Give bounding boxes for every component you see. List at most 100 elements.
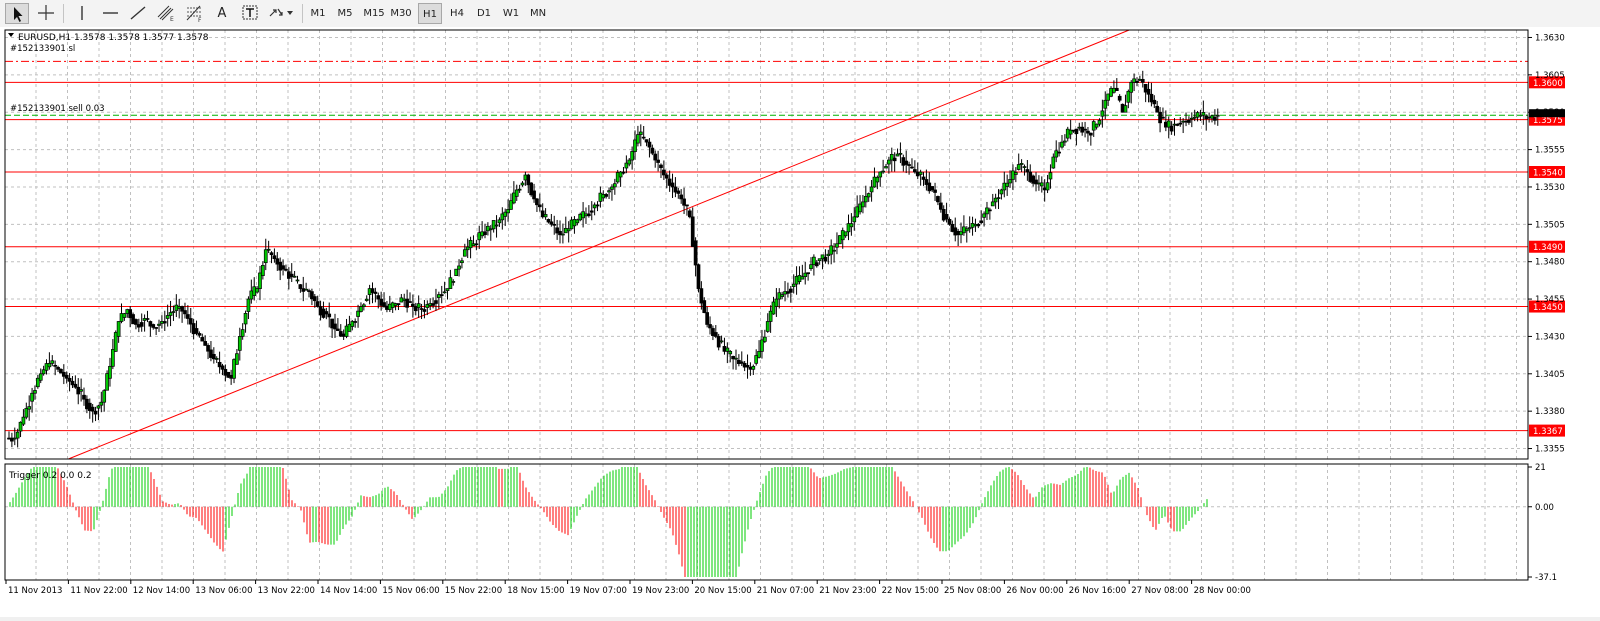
candle-bear xyxy=(641,136,646,139)
candle-bull xyxy=(1068,129,1073,135)
candle-bull xyxy=(607,190,611,193)
candle-bear xyxy=(587,213,591,217)
candle-bear xyxy=(659,164,663,169)
candle-bear xyxy=(526,174,531,186)
timeframe-mn-button[interactable]: MN xyxy=(529,8,547,19)
candle-bear xyxy=(1155,105,1160,113)
candle-bear xyxy=(284,268,288,271)
candle-bear xyxy=(621,171,626,174)
timeframe-m30-button[interactable]: M30 xyxy=(390,8,412,19)
candle-bull xyxy=(448,277,453,289)
candle-bear xyxy=(10,437,14,442)
candle-bear xyxy=(307,290,311,292)
candle-bull xyxy=(959,231,963,236)
candle-bull xyxy=(108,365,112,379)
candle-bull xyxy=(852,216,857,223)
candle-bear xyxy=(145,318,150,320)
candle-bear xyxy=(976,223,981,227)
candle-bear xyxy=(823,256,828,262)
candle-bull xyxy=(869,186,874,193)
candle-bear xyxy=(702,300,707,314)
candle-bull xyxy=(235,353,239,365)
candle-bear xyxy=(376,295,381,300)
candle-bear xyxy=(988,209,992,212)
candle-bear xyxy=(731,356,735,360)
candle-bull xyxy=(361,304,366,307)
candle-bull xyxy=(237,336,242,351)
timeframe-d1-button[interactable]: D1 xyxy=(476,8,492,19)
chart-window[interactable]: 1.3600 1.3575 1.3540 1.3490 1.3450 1.3367 1.3… xyxy=(0,27,1600,617)
text-tool[interactable]: A xyxy=(210,3,234,24)
candle-bull xyxy=(1132,78,1136,83)
price-level-label: 1.3367 xyxy=(1533,427,1563,437)
vertical-line-icon xyxy=(81,6,83,20)
candle-bull xyxy=(1019,163,1024,165)
trendline-tool[interactable] xyxy=(126,3,150,24)
channel-icon: E xyxy=(157,5,174,23)
candle-bear xyxy=(220,365,225,370)
candle-bull xyxy=(445,288,450,291)
time-tick-label: 19 Nov 07:00 xyxy=(570,586,627,596)
candle-bear xyxy=(226,371,231,378)
candle-bull xyxy=(171,311,176,313)
candle-bear xyxy=(67,377,72,382)
candle-bull xyxy=(261,265,265,276)
candle-bull xyxy=(1060,141,1064,148)
time-tick-label: 19 Nov 23:00 xyxy=(632,586,689,596)
svg-text:F: F xyxy=(198,17,202,22)
candle-bear xyxy=(315,301,320,307)
timeframe-h1-button[interactable]: H1 xyxy=(418,3,442,24)
candle-bear xyxy=(979,220,984,224)
equidistant-channel-tool[interactable]: E xyxy=(154,3,178,24)
horizontal-line-tool[interactable] xyxy=(98,3,122,24)
candle-bull xyxy=(887,159,891,165)
candle-bull xyxy=(861,201,865,208)
candle-bull xyxy=(1192,116,1197,119)
time-tick-label: 11 Nov 22:00 xyxy=(70,586,127,596)
timeframe-w1-button[interactable]: W1 xyxy=(502,8,520,19)
candle-bear xyxy=(188,318,193,325)
timeframe-m1-button[interactable]: M1 xyxy=(310,8,326,19)
candle-bull xyxy=(881,170,885,173)
candle-bull xyxy=(809,264,813,270)
candle-bear xyxy=(693,240,698,266)
candle-bull xyxy=(765,321,770,332)
fibonacci-tool[interactable]: F xyxy=(182,3,206,24)
candle-bear xyxy=(1114,87,1119,92)
candle-bear xyxy=(70,380,75,386)
candle-bear xyxy=(59,368,63,374)
toolbar: E F A M1 M5 M15 M30 H1 H4 D1 W1 MN xyxy=(0,0,1600,28)
candle-bull xyxy=(1005,182,1010,187)
price-chart[interactable]: 1.3600 1.3575 1.3540 1.3490 1.3450 1.3367 1.3… xyxy=(0,27,1600,617)
cursor-tool[interactable] xyxy=(5,3,29,24)
candle-bull xyxy=(350,321,355,327)
candle-bull xyxy=(246,298,251,312)
timeframe-h4-button[interactable]: H4 xyxy=(450,8,464,19)
candle-bear xyxy=(930,186,935,191)
candle-bull xyxy=(843,231,848,237)
candle-bear xyxy=(53,364,58,367)
candle-bull xyxy=(255,288,259,293)
candle-bear xyxy=(1146,88,1151,95)
candle-bull xyxy=(263,249,268,264)
price-tick-label: 1.3455 xyxy=(1535,295,1565,305)
timeframe-m15-button[interactable]: M15 xyxy=(363,8,385,19)
time-tick-label: 12 Nov 14:00 xyxy=(133,586,190,596)
candle-bull xyxy=(457,265,461,270)
candle-bull xyxy=(610,186,614,190)
candle-bull xyxy=(116,321,121,337)
arrows-dropdown[interactable] xyxy=(266,3,296,24)
crosshair-tool[interactable] xyxy=(34,3,58,24)
timeframe-m5-button[interactable]: M5 xyxy=(337,8,353,19)
candle-bear xyxy=(664,174,669,179)
trendline-segment xyxy=(68,29,1130,460)
candle-bear xyxy=(134,319,138,325)
candle-bear xyxy=(197,333,202,336)
collapse-arrow-icon[interactable] xyxy=(8,33,14,37)
candle-bull xyxy=(849,223,854,228)
vertical-line-tool[interactable] xyxy=(70,3,94,24)
candle-bear xyxy=(162,321,167,324)
candle-bear xyxy=(1169,125,1174,132)
text-label-tool[interactable] xyxy=(238,3,262,24)
candle-bear xyxy=(139,322,144,327)
